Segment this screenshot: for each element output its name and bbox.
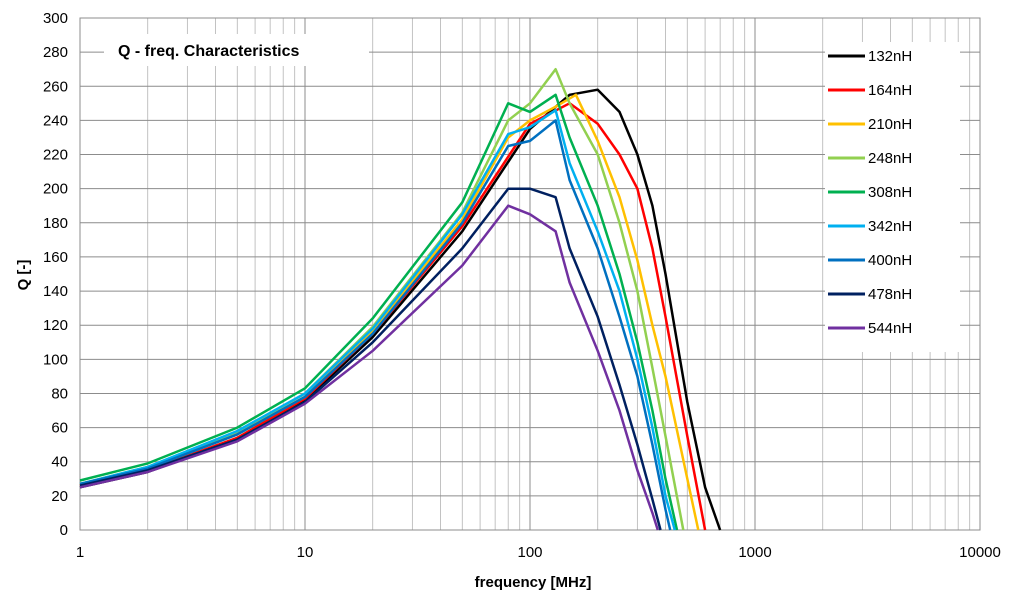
- x-tick-label: 10000: [959, 544, 1001, 561]
- y-tick-label: 80: [51, 385, 68, 402]
- chart-title-box: Q - freq. Characteristics: [104, 34, 369, 66]
- series-line-342nH: [79, 108, 677, 531]
- x-axis-label: frequency [MHz]: [475, 574, 592, 591]
- y-tick-label: 0: [60, 522, 68, 539]
- chart-title-background: [104, 34, 369, 66]
- y-tick-label: 240: [43, 112, 68, 129]
- legend-label: 210nH: [868, 116, 912, 133]
- legend-label: 132nH: [868, 48, 912, 65]
- series-line-400nH: [79, 119, 672, 531]
- legend-label: 400nH: [868, 252, 912, 269]
- legend-label: 248nH: [868, 150, 912, 167]
- y-tick-label: 20: [51, 488, 68, 505]
- series-line-164nH: [79, 102, 707, 531]
- y-tick-label: 200: [43, 181, 68, 198]
- series-line-544nH: [79, 204, 659, 531]
- series-layer: [79, 67, 722, 531]
- x-tick-label: 10: [297, 544, 314, 561]
- x-tick-label: 100: [517, 544, 542, 561]
- y-axis-label: Q [-]: [15, 260, 32, 291]
- y-tick-label: 160: [43, 249, 68, 266]
- legend-label: 478nH: [868, 286, 912, 303]
- y-tick-label: 100: [43, 351, 68, 368]
- y-tick-label: 40: [51, 454, 68, 471]
- y-tick-label: 220: [43, 147, 68, 164]
- legend-background: [825, 42, 960, 352]
- legend: 132nH 164nH 210nH 248nH 308nH 342nH 400nH 478nH…: [825, 42, 960, 352]
- y-tick-label: 300: [43, 10, 68, 27]
- y-tick-label: 280: [43, 44, 68, 61]
- plot-frame: [79, 17, 981, 531]
- x-tick-label: 1: [76, 544, 84, 561]
- y-tick-label: 180: [43, 215, 68, 232]
- x-tick-label: 1000: [738, 544, 771, 561]
- y-tick-label: 140: [43, 283, 68, 300]
- series-line-308nH: [79, 93, 679, 531]
- legend-label: 544nH: [868, 320, 912, 337]
- legend-label: 308nH: [868, 184, 912, 201]
- legend-label: 342nH: [868, 218, 912, 235]
- chart-title: Q - freq. Characteristics: [118, 43, 300, 60]
- y-tick-label: 260: [43, 78, 68, 95]
- axis-layer: 0 20 40 60 80 100 120 140 160 180 200 220 240 260 280 3…: [43, 10, 1001, 561]
- y-tick-label: 120: [43, 317, 68, 334]
- legend-label: 164nH: [868, 82, 912, 99]
- y-tick-label: 60: [51, 420, 68, 437]
- series-line-478nH: [79, 187, 662, 531]
